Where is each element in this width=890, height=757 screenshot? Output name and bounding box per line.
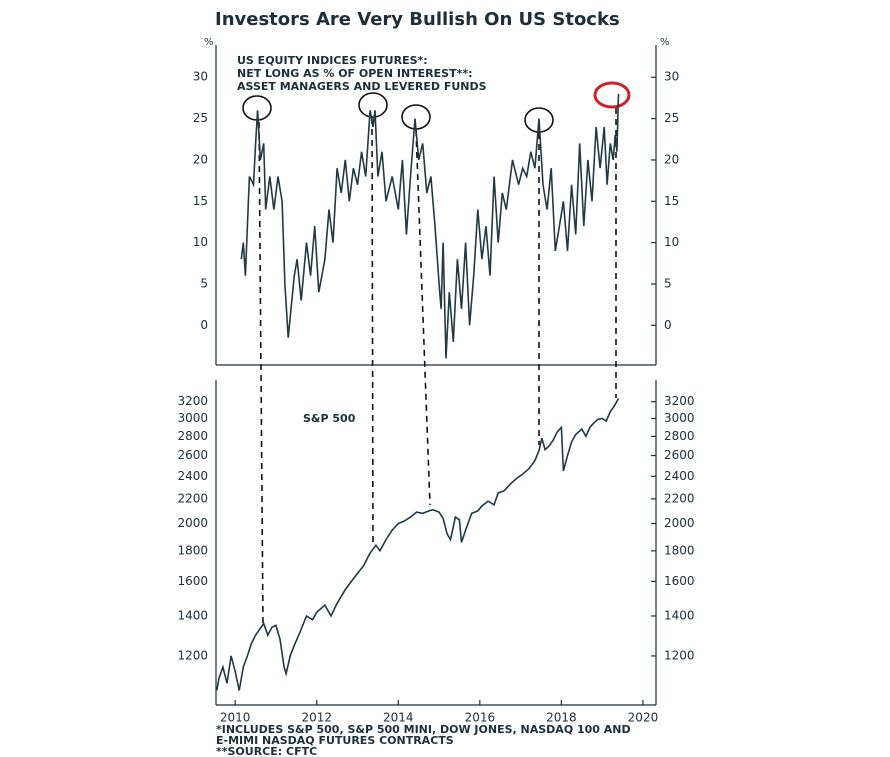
y-tick-label: 1400: [177, 608, 208, 622]
y-tick-label-right: 3200: [664, 394, 695, 408]
y-tick-label-right: 2000: [664, 516, 695, 530]
y-tick-label-right: 1800: [664, 543, 695, 557]
data-line: [240, 93, 620, 359]
annotation: ASSET MANAGERS AND LEVERED FUNDS: [237, 80, 487, 93]
data-line: [216, 398, 620, 691]
y-tick-label: 25: [193, 111, 208, 125]
y-tick-label-right: 1600: [664, 574, 695, 588]
y-tick-label: 1800: [177, 543, 208, 557]
y-tick-label-right: 2400: [664, 469, 695, 483]
x-tick-label: 2016: [465, 711, 496, 725]
y-tick-label: 2400: [177, 469, 208, 483]
y-tick-label: 5: [200, 276, 208, 290]
x-tick-label: 2012: [301, 711, 332, 725]
y-tick-label: 3000: [177, 411, 208, 425]
y-tick-label: 3200: [177, 394, 208, 408]
y-tick-label: 2200: [177, 491, 208, 505]
y-tick-label-right: 5: [664, 276, 672, 290]
y-tick-label: 10: [193, 235, 208, 249]
y-tick-label: 2600: [177, 448, 208, 462]
annotation: US EQUITY INDICES FUTURES*:: [237, 54, 428, 67]
x-tick-label: 2018: [546, 711, 577, 725]
footnote: **SOURCE: CFTC: [216, 745, 317, 757]
x-tick-label: 2010: [220, 711, 251, 725]
y-tick-label-right: 2800: [664, 429, 695, 443]
y-unit-right: %: [660, 37, 670, 48]
annotation: NET LONG AS % OF OPEN INTEREST**:: [237, 67, 473, 80]
y-tick-label: 0: [200, 318, 208, 332]
footnote: *INCLUDES S&P 500, S&P 500 MINI, DOW JON…: [216, 723, 631, 736]
y-tick-label: 2000: [177, 516, 208, 530]
y-tick-label: 1600: [177, 574, 208, 588]
y-tick-label-right: 25: [664, 111, 679, 125]
y-tick-label: 30: [193, 70, 208, 84]
y-tick-label: 15: [193, 194, 208, 208]
y-tick-label-right: 3000: [664, 411, 695, 425]
frame: [215, 45, 657, 706]
y-tick-label-right: 30: [664, 70, 679, 84]
y-unit-left: %: [204, 37, 214, 48]
y-tick-label-right: 20: [664, 152, 679, 166]
x-tick-label: 2014: [383, 711, 414, 725]
chart-title: Investors Are Very Bullish On US Stocks: [215, 9, 620, 30]
y-tick-label-right: 0: [664, 318, 672, 332]
y-tick-label-right: 15: [664, 194, 679, 208]
y-tick-label: 20: [193, 152, 208, 166]
y-tick-label-right: 2600: [664, 448, 695, 462]
series-label: S&P 500: [303, 412, 356, 425]
y-tick-label-right: 1400: [664, 608, 695, 622]
y-tick-label-right: 10: [664, 235, 679, 249]
y-tick-label: 2800: [177, 429, 208, 443]
footnote: E-MIMI NASDAQ FUTURES CONTRACTS: [216, 734, 454, 747]
y-tick-label: 1200: [177, 648, 208, 662]
x-tick-label: 2020: [628, 711, 659, 725]
highlights: [242, 81, 631, 626]
y-tick-label-right: 2200: [664, 491, 695, 505]
y-tick-label-right: 1200: [664, 648, 695, 662]
